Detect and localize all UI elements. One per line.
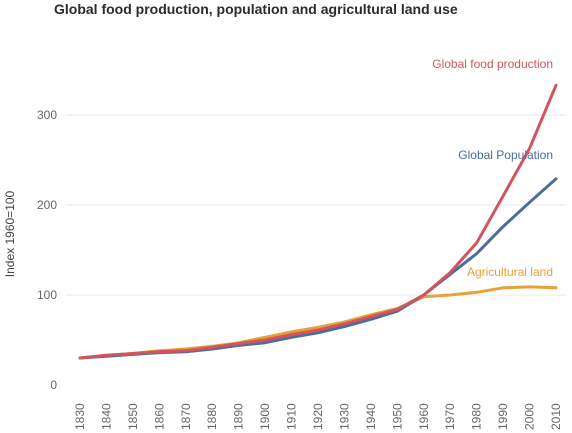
series-labels: Global food production Global Population A… (432, 57, 553, 279)
gridlines (66, 114, 566, 296)
x-tick-label: 1950 (390, 403, 404, 430)
x-axis-ticks: 1830 1840 1850 1860 1870 1880 1890 1900 1910 1920… (73, 403, 563, 430)
x-tick-label: 1990 (496, 403, 510, 430)
x-tick-label: 1960 (417, 403, 431, 430)
x-tick-label: 2000 (523, 403, 537, 430)
x-tick-label: 1910 (285, 403, 299, 430)
x-tick-label: 1840 (99, 403, 113, 430)
y-tick-label: 200 (37, 198, 57, 212)
series-label-global-population: Global Population (458, 148, 553, 162)
y-tick-label: 0 (50, 378, 57, 392)
series-line-agricultural-land (78, 285, 558, 360)
y-tick-label: 100 (37, 288, 57, 302)
x-tick-label: 1970 (443, 403, 457, 430)
x-tick-label: 1920 (311, 403, 325, 430)
x-tick-label: 1830 (73, 403, 87, 430)
x-tick-label: 1930 (337, 403, 351, 430)
y-axis-label: Index 1960=100 (3, 190, 17, 277)
x-tick-label: 1900 (258, 403, 272, 430)
series-line-global-food-production (78, 83, 558, 360)
x-tick-label: 1980 (470, 403, 484, 430)
x-tick-label: 2010 (549, 403, 563, 430)
x-tick-label: 1850 (126, 403, 140, 430)
y-axis-ticks: 0 100 200 300 (37, 108, 57, 392)
series-label-global-food-production: Global food production (432, 57, 553, 71)
chart-title: Global food production, population and a… (54, 1, 458, 17)
series-lines (78, 83, 558, 360)
series-label-agricultural-land: Agricultural land (467, 265, 553, 279)
x-tick-label: 1860 (152, 403, 166, 430)
x-tick-label: 1880 (205, 403, 219, 430)
x-tick-label: 1870 (179, 403, 193, 430)
x-tick-label: 1890 (232, 403, 246, 430)
x-tick-label: 1940 (364, 403, 378, 430)
y-tick-label: 300 (37, 108, 57, 122)
